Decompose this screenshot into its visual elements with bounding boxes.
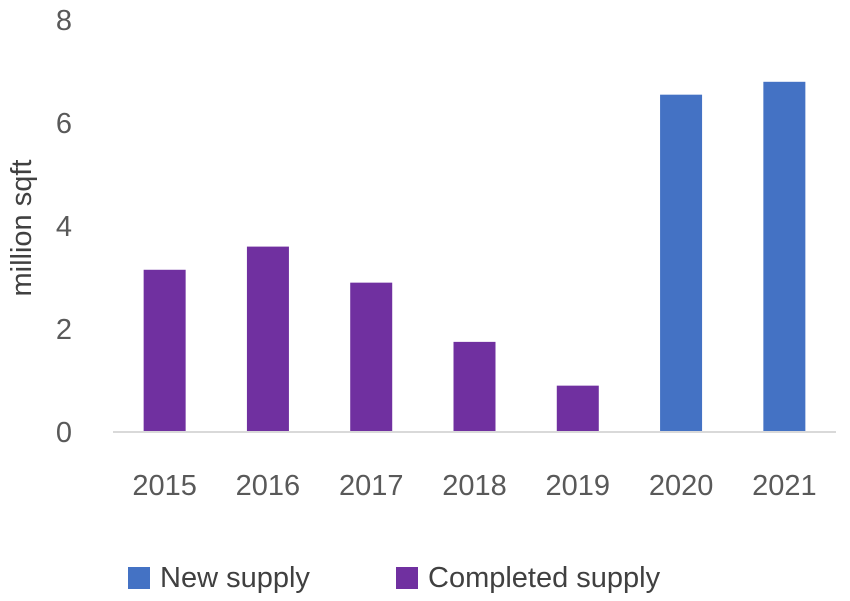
bar-new-supply-2020 <box>660 94 703 433</box>
bar-new-supply-2021 <box>763 81 806 433</box>
legend-item-new-supply: New supply <box>128 558 310 598</box>
x-tick-label-2015: 2015 <box>132 470 197 502</box>
bar-completed-supply-2015 <box>143 269 186 432</box>
legend-swatch-completed-supply <box>396 567 418 589</box>
bars <box>143 81 806 433</box>
y-tick-label-4: 4 <box>56 211 72 243</box>
x-tick-label-2020: 2020 <box>649 470 714 502</box>
legend-label-completed-supply: Completed supply <box>428 561 661 594</box>
y-axis-label: million sqft <box>6 160 38 297</box>
legend-label-new-supply: New supply <box>160 561 310 594</box>
bar-completed-supply-2017 <box>350 282 393 432</box>
bar-completed-supply-2019 <box>556 385 599 432</box>
x-tick-label-2017: 2017 <box>339 470 404 502</box>
legend-swatch-new-supply <box>128 567 150 589</box>
bar-completed-supply-2018 <box>453 341 496 432</box>
x-tick-label-2019: 2019 <box>546 470 611 502</box>
y-axis-ticks: 0 2 4 6 8 <box>56 5 72 449</box>
y-tick-label-2: 2 <box>56 314 72 346</box>
legend-item-completed-supply: Completed supply <box>396 558 660 598</box>
x-tick-label-2016: 2016 <box>236 470 301 502</box>
x-axis-ticks: 2015 2016 2017 2018 2019 2020 2021 <box>132 470 816 502</box>
x-tick-label-2018: 2018 <box>442 470 507 502</box>
bar-completed-supply-2016 <box>246 246 289 432</box>
legend: New supply Completed supply <box>0 558 850 598</box>
x-tick-label-2021: 2021 <box>752 470 817 502</box>
y-tick-label-0: 0 <box>56 417 72 449</box>
y-tick-label-6: 6 <box>56 108 72 140</box>
y-tick-label-8: 8 <box>56 5 72 37</box>
